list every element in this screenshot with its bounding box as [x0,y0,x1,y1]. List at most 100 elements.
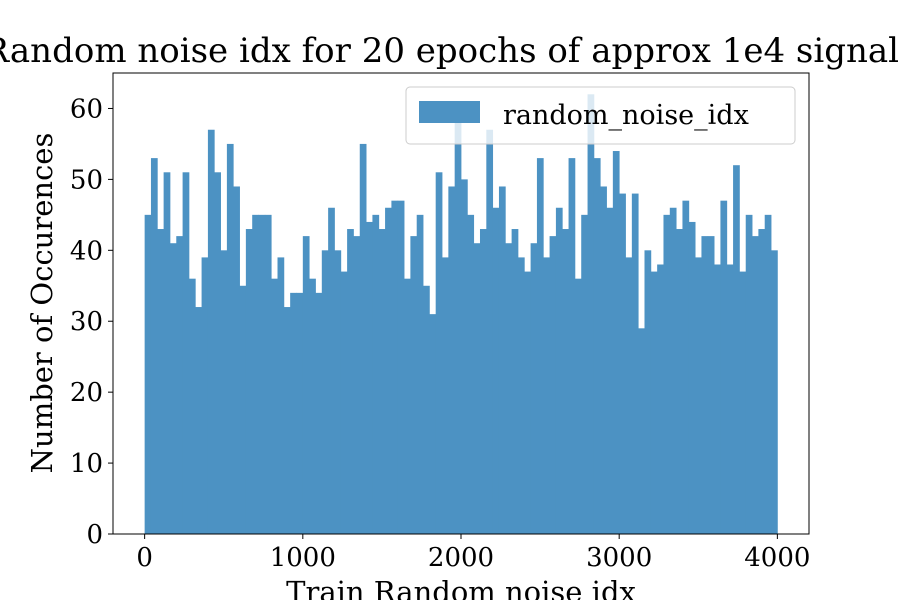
histogram-bar [663,214,671,534]
y-tick-label: 50 [70,165,103,195]
histogram-bar [176,236,183,534]
histogram-bar [581,214,588,534]
y-tick-label: 0 [86,520,103,550]
histogram-bar [555,207,563,534]
histogram-bar [657,264,664,534]
x-tick-label: 0 [136,543,153,573]
histogram-bar [296,292,304,534]
histogram-bar [461,179,468,534]
histogram-bar [195,307,202,534]
histogram-bar [220,250,228,534]
histogram-bar [650,271,658,534]
histogram-bar [669,207,677,534]
histogram-bar [771,250,778,534]
histogram-bar [157,229,165,534]
histogram-bar [606,207,614,534]
histogram-bar [391,200,399,534]
chart-title: Random noise idx for 20 epochs of approx… [0,31,900,71]
histogram-bar [207,129,215,535]
histogram-bar [163,172,171,535]
histogram-bar [701,236,709,534]
histogram-bar [733,165,740,534]
histogram-bar [245,229,253,534]
x-axis-label: Train Random noise idx [286,575,636,600]
histogram-bar [188,278,196,534]
histogram-bar [568,158,576,535]
histogram-bar [600,186,607,535]
histogram-bar [492,207,500,534]
histogram-bar [726,264,734,534]
histogram-bar [758,229,766,534]
histogram-bar [505,243,513,534]
histogram-bar [442,257,449,534]
histogram-bar [290,292,297,534]
histogram-bar [214,172,221,535]
y-tick-label: 20 [70,378,103,408]
histogram-bar [593,158,601,535]
y-tick-label: 40 [70,236,103,266]
legend-swatch [419,101,480,123]
y-tick-label: 60 [70,94,103,124]
legend-label: random_noise_idx [503,100,749,131]
histogram-bar [378,229,386,534]
histogram-bar [258,214,266,534]
histogram-bar [397,200,405,534]
histogram-bar [169,243,177,534]
histogram-bar [517,257,525,534]
histogram-bar [283,307,291,534]
histogram-bar [182,172,190,535]
histogram-bar [524,271,531,534]
histogram-bar [682,200,690,534]
histogram-bar [562,229,569,534]
histogram-bar [435,172,443,535]
x-tick-label: 3000 [586,543,652,573]
histogram-bar [695,257,702,534]
histogram-bar [530,243,538,534]
histogram-bar [239,285,247,534]
histogram-bar [340,271,348,534]
histogram-bar [321,250,329,534]
histogram-bar [764,214,772,534]
histogram-bar [625,257,633,534]
histogram-bar [423,285,430,534]
histogram-bar [676,229,683,534]
histogram-bar [536,158,544,535]
histogram-bar [574,278,582,534]
histogram-bar [543,257,550,534]
x-tick-label: 4000 [744,543,810,573]
x-tick-label: 2000 [428,543,494,573]
histogram-bar [404,278,411,534]
histogram-bar [302,236,310,534]
histogram-bar [334,250,342,534]
histogram-bar [498,186,506,535]
y-tick-label: 30 [70,307,103,337]
histogram-bar [511,229,519,534]
histogram-bar [315,292,323,534]
y-axis-label: Number of Occurences [25,133,59,474]
histogram-bar [366,221,373,534]
histogram-bar [309,278,316,534]
histogram-bar [549,236,557,534]
histogram-bar [226,143,234,535]
histogram-bar [479,229,487,534]
histogram-bar [264,214,272,534]
histogram-bar [271,278,278,534]
histogram-bar [359,143,367,535]
histogram-bar [688,221,696,534]
histogram-bar [201,257,209,534]
histogram-bar [372,214,380,534]
histogram-bar [644,250,652,534]
histogram-bar [385,207,392,534]
histogram-bar [416,214,424,534]
histogram-bar [714,264,721,534]
histogram-bar [707,236,715,534]
histogram-bar [328,207,335,534]
histogram-bar [252,214,259,534]
x-tick-label: 1000 [270,543,336,573]
histogram-bar [473,243,481,534]
legend-box [405,86,796,145]
histogram-bar [638,328,645,534]
histogram-bar [631,193,639,534]
histogram-bar [612,151,620,534]
